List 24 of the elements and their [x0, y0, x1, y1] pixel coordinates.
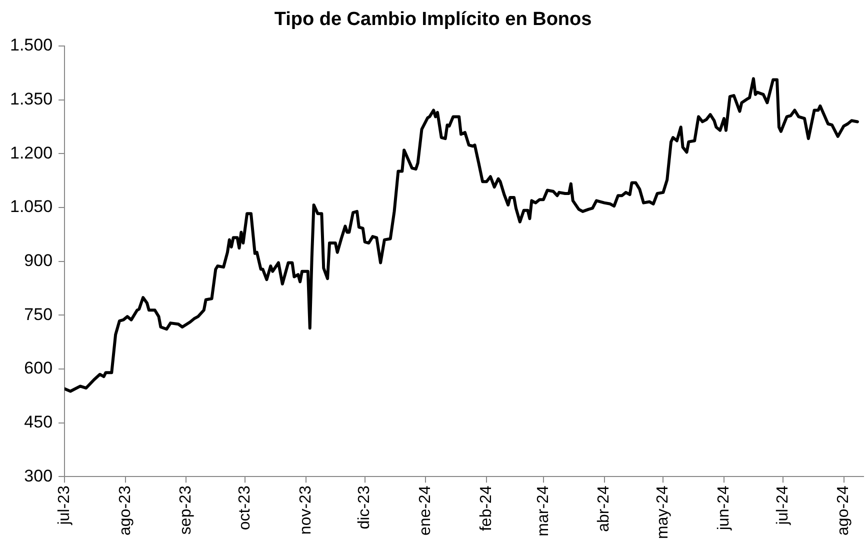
x-tick-label: sep-23 — [178, 486, 195, 535]
y-tick-label: 1.050 — [10, 197, 53, 216]
x-tick-label: ago-24 — [835, 486, 852, 536]
x-tick-label: jul-23 — [56, 486, 73, 526]
y-tick-label: 1.350 — [10, 90, 53, 109]
x-tick-label: abr-24 — [596, 486, 613, 532]
x-tick-label: feb-24 — [478, 486, 495, 532]
y-tick-label: 450 — [24, 412, 53, 432]
y-tick-label: 600 — [24, 358, 53, 378]
x-tick-label: may-24 — [654, 486, 672, 540]
x-tick-label: oct-23 — [236, 486, 254, 530]
y-tick-label: 1.200 — [10, 143, 53, 162]
x-tick-label: dic-23 — [356, 486, 374, 530]
y-tick-label: 750 — [24, 304, 53, 324]
x-tick-label: ago-23 — [116, 486, 134, 536]
chart-title: Tipo de Cambio Implícito en Bonos — [274, 9, 592, 30]
x-tick-label: jul-24 — [774, 486, 792, 526]
x-tick-label: jun-24 — [715, 486, 732, 532]
y-tick-label: 300 — [24, 466, 53, 486]
x-tick-label: mar-24 — [534, 486, 552, 536]
x-tick-label: nov-23 — [297, 486, 314, 535]
y-tick-label: 1.500 — [10, 36, 53, 55]
x-tick-label: ene-24 — [417, 486, 434, 536]
y-tick-label: 900 — [24, 251, 53, 270]
